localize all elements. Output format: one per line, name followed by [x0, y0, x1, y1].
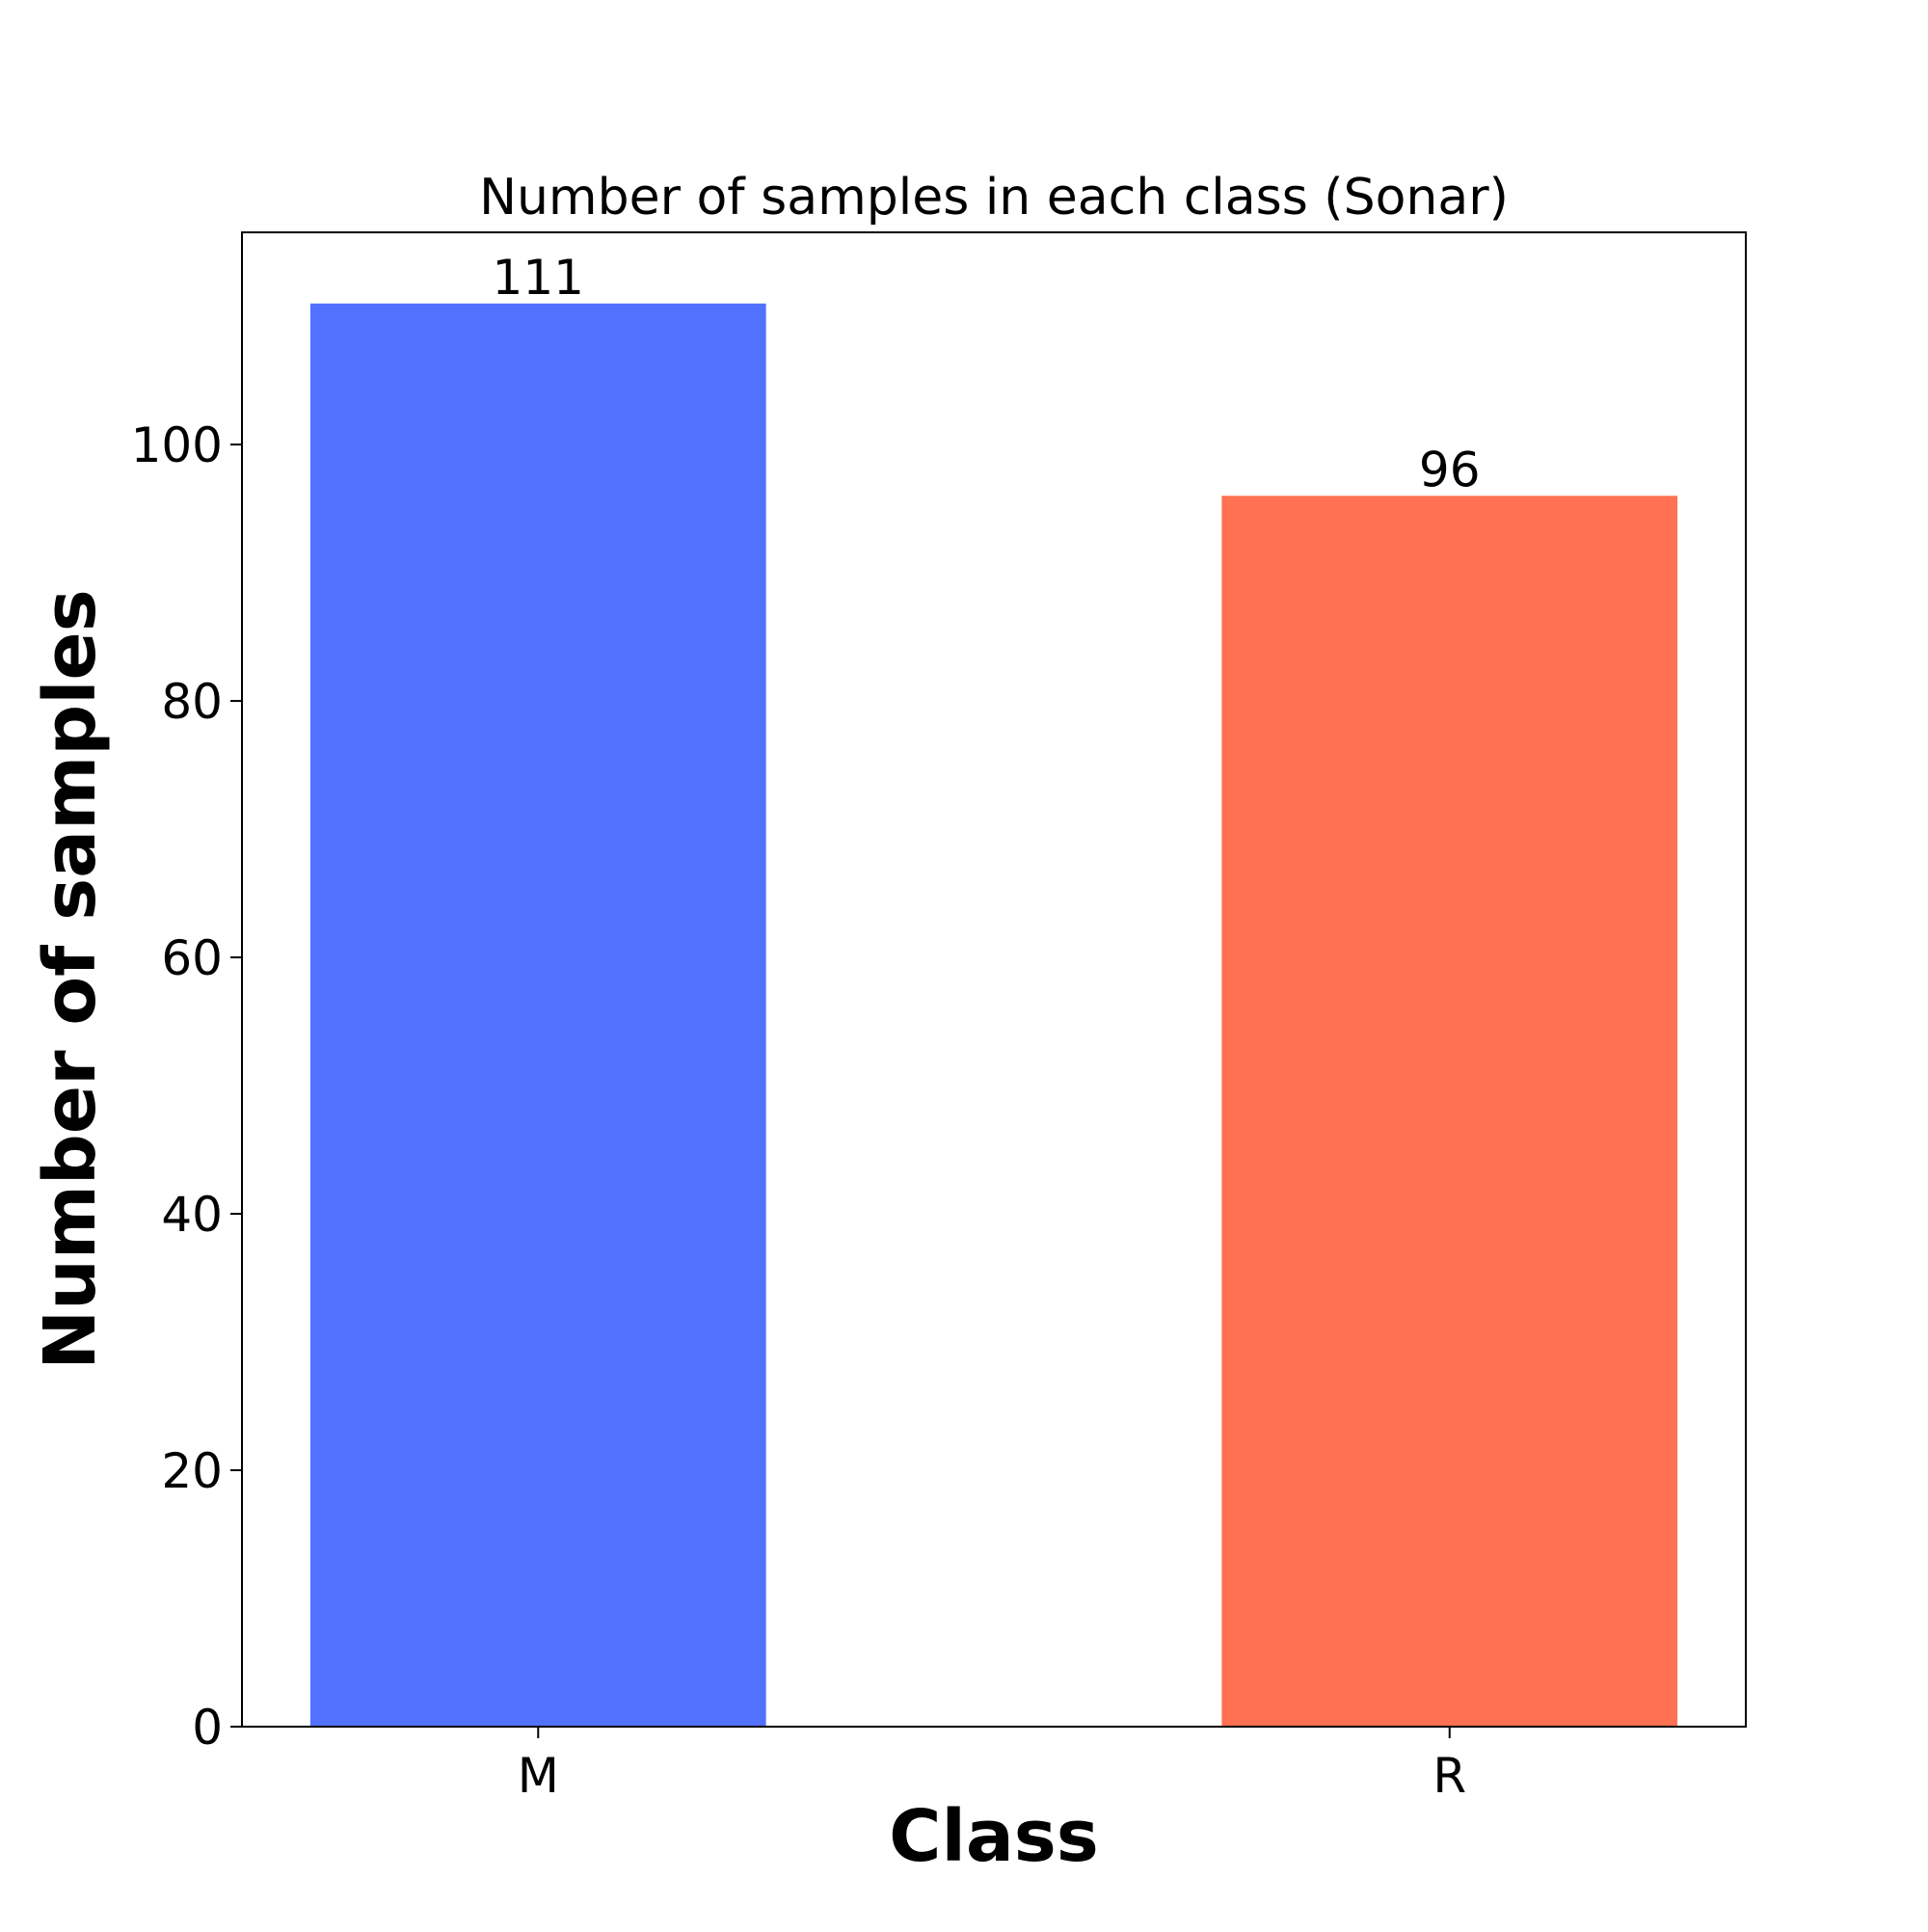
y-tick-label: 0 [192, 1700, 223, 1756]
x-axis-label: Class [889, 1795, 1099, 1878]
chart-title: Number of samples in each class (Sonar) [479, 169, 1509, 227]
y-tick-label: 40 [161, 1187, 223, 1243]
bar-labels-layer: 111 96 [493, 250, 1481, 497]
bar-r [1221, 496, 1678, 1728]
bar-m [309, 303, 766, 1727]
y-tick-label: 80 [161, 674, 223, 730]
x-tick-label-r: R [1433, 1748, 1466, 1804]
bar-value-label-m: 111 [493, 250, 584, 306]
bars-layer [309, 303, 1678, 1728]
plot-frame [241, 231, 1747, 1728]
bar-value-label-r: 96 [1419, 442, 1481, 497]
y-tick-label: 100 [131, 417, 223, 473]
y-axis-ticks: 0 20 40 60 80 100 [131, 417, 242, 1756]
y-tick-label: 20 [161, 1443, 223, 1499]
x-tick-label-m: M [518, 1748, 559, 1804]
y-tick-label: 60 [161, 930, 223, 986]
y-axis-label: Number of samples [29, 589, 112, 1370]
